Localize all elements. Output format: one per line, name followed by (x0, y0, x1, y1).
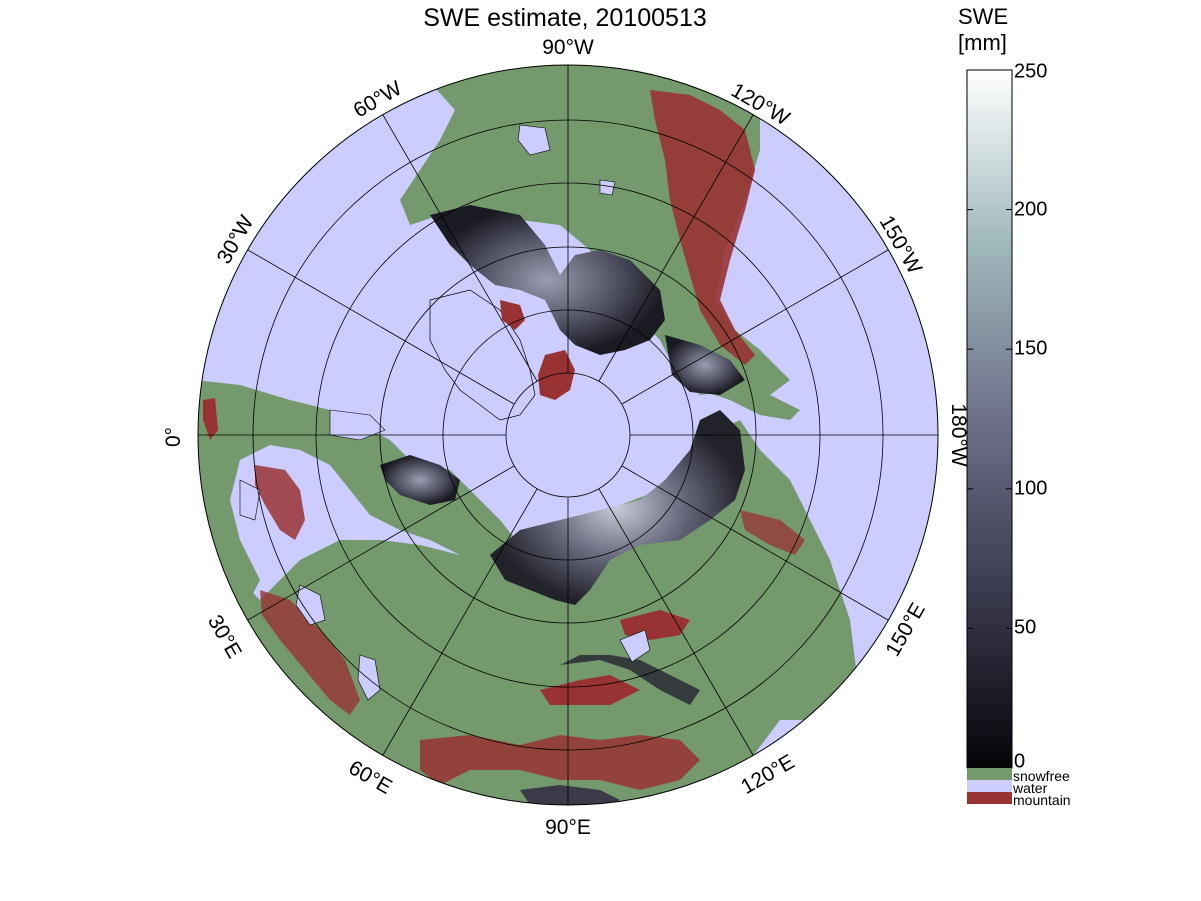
category-label-mountain: mountain (1013, 792, 1071, 808)
colorbar-tick-150: 150 (1014, 337, 1048, 360)
snow-canadian-archipelago (430, 205, 665, 355)
graticule (198, 65, 938, 805)
colorbar-title-line1: SWE (958, 4, 1009, 29)
category-swatch-water (967, 780, 1012, 792)
lon-label-90w: 90°W (542, 36, 594, 59)
colorbar-tick-50: 50 (1014, 616, 1037, 639)
lon-label-90e: 90°E (545, 816, 591, 839)
colorbar-title-line2: [mm] (958, 30, 1007, 55)
polar-map (198, 65, 938, 805)
water-bodies (239, 124, 651, 701)
colorbar-tick-100: 100 (1014, 477, 1048, 500)
snow-central-asia (560, 655, 700, 705)
chart-title: SWE estimate, 20100513 (423, 4, 707, 32)
category-label-water: water (1013, 780, 1048, 796)
colorbar-title: SWE [mm] (958, 4, 1008, 56)
snow-scandinavia (380, 455, 460, 505)
landmass-greenland (429, 289, 536, 421)
colorbar-gradient (966, 69, 1013, 769)
snow-tibet (520, 785, 620, 805)
snow-north-alaska (665, 335, 745, 395)
snow-siberia (490, 410, 745, 605)
colorbar-tick-200: 200 (1014, 198, 1048, 221)
colorbar-tick-250: 250 (1014, 60, 1048, 83)
mountain-regions (203, 90, 805, 805)
map-boundary (197, 64, 939, 806)
lon-label-180w: 180°W (947, 403, 970, 467)
lon-label-0: 0° (162, 426, 185, 448)
category-swatch-snowfree (967, 768, 1012, 780)
colorbar-tick-marks (967, 69, 1012, 629)
category-swatch-mountain (967, 792, 1012, 804)
colorbar-tick-0: 0 (1014, 750, 1026, 773)
category-label-snowfree: snowfree (1013, 768, 1070, 784)
